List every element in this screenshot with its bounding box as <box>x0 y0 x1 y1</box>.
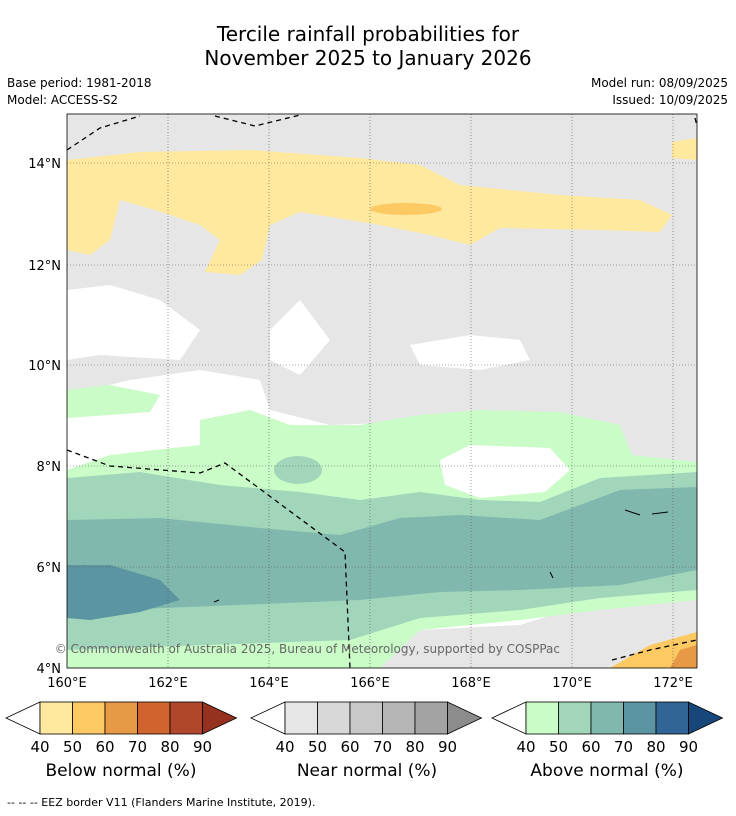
colorbar-tick-label: 50 <box>308 738 327 756</box>
base-period: Base period: 1981-2018 <box>7 76 152 90</box>
below-normal-region-se-60 <box>670 645 697 668</box>
colorbar-swatch <box>414 701 448 735</box>
colorbar-swatch <box>104 701 138 735</box>
colorbar-tick-label: 80 <box>646 738 665 756</box>
lon-label: 168°E <box>451 676 491 691</box>
lon-label: 160°E <box>47 676 87 691</box>
colorbar-tick-label: 40 <box>516 738 535 756</box>
meta-left: Base period: 1981-2018 Model: ACCESS-S2 <box>7 75 152 109</box>
colorbar-arrow-low <box>250 701 286 735</box>
below-normal-region <box>67 150 672 275</box>
colorbar-tick-label: 40 <box>30 738 49 756</box>
map-title: Tercile rainfall probabilities for Novem… <box>0 22 736 70</box>
colorbar-tick-label: 90 <box>679 738 698 756</box>
colorbar-swatch <box>39 701 73 735</box>
colorbar-swatch <box>623 701 657 735</box>
colorbar-swatch <box>284 701 318 735</box>
lat-labels: 14°N 12°N 10°N 8°N 6°N 4°N <box>28 157 61 677</box>
legend-title-below: Below normal (%) <box>45 761 197 781</box>
model-name: Model: ACCESS-S2 <box>7 93 119 107</box>
islands <box>213 509 669 603</box>
lon-label: 162°E <box>148 676 188 691</box>
lat-label: 10°N <box>28 359 61 374</box>
colorbar-tick-label: 90 <box>438 738 457 756</box>
colorbar-swatch <box>349 701 383 735</box>
colorbar-tick-label: 90 <box>193 738 212 756</box>
colorbar-tick-label: 50 <box>549 738 568 756</box>
meta-right: Model run: 08/09/2025 Issued: 10/09/2025 <box>591 75 728 109</box>
lat-label: 8°N <box>37 460 62 475</box>
colorbar-tick-label: 40 <box>275 738 294 756</box>
above-normal-40-region <box>67 385 160 418</box>
colorbar-tick-label: 80 <box>160 738 179 756</box>
colorbar-tick-label: 60 <box>581 738 600 756</box>
colorbar-tick-label: 70 <box>373 738 392 756</box>
copyright-text: © Commonwealth of Australia 2025, Bureau… <box>55 642 560 656</box>
lat-label: 6°N <box>37 561 62 576</box>
model-run: Model run: 08/09/2025 <box>590 76 728 90</box>
colorbar-swatch <box>169 701 203 735</box>
eez-border <box>66 114 698 669</box>
colorbar-swatch <box>525 701 559 735</box>
lat-label: 14°N <box>28 157 61 172</box>
colorbar-swatch <box>382 701 416 735</box>
legend-title-above: Above normal (%) <box>530 761 684 781</box>
legend-title-near: Near normal (%) <box>296 761 438 781</box>
colorbar-tick-label: 60 <box>340 738 359 756</box>
lon-label: 170°E <box>552 676 592 691</box>
footnote-eez: -- -- -- EEZ border V11 (Flanders Marine… <box>7 796 316 809</box>
lon-label: 172°E <box>653 676 693 691</box>
colorbar-swatch <box>72 701 106 735</box>
colorbar-tick-label: 50 <box>63 738 82 756</box>
colorbar-arrow-low <box>491 701 527 735</box>
colorbar-tick-label: 80 <box>405 738 424 756</box>
colorbar-swatch <box>137 701 171 735</box>
colorbar-tick-label: 60 <box>95 738 114 756</box>
lat-label: 12°N <box>28 259 61 274</box>
lon-label: 164°E <box>249 676 289 691</box>
title-line-2: November 2025 to January 2026 <box>204 46 532 70</box>
above-normal-60-region <box>67 487 697 612</box>
colorbar-swatch <box>590 701 624 735</box>
colorbar-arrow-high <box>447 701 483 735</box>
issued-date: Issued: 10/09/2025 <box>612 93 728 107</box>
below-normal-region-corner <box>672 138 697 160</box>
above-normal-70-region <box>67 565 180 620</box>
lat-label: 4°N <box>37 662 62 677</box>
white-hole <box>440 445 570 498</box>
colorbar-tick-label: 70 <box>128 738 147 756</box>
colorbar-swatch <box>655 701 689 735</box>
white-gap <box>270 300 330 375</box>
below-normal-50-patch <box>370 203 442 215</box>
colorbar-swatch <box>317 701 351 735</box>
lon-label: 166°E <box>350 676 390 691</box>
colorbar-arrow-high <box>202 701 238 735</box>
colorbar-tick-label: 70 <box>614 738 633 756</box>
white-gap <box>67 285 200 360</box>
colorbar-swatch <box>558 701 592 735</box>
colorbar-legends: 40 50 60 70 80 90 40 50 60 70 80 90 40 50 60 70 80 90 <box>5 701 724 756</box>
map-frame <box>66 113 698 669</box>
above-normal-50-patch <box>274 456 322 484</box>
title-line-1: Tercile rainfall probabilities for <box>216 22 520 46</box>
probability-map <box>67 114 697 668</box>
colorbar-arrow-high <box>688 701 724 735</box>
lon-labels: 160°E 162°E 164°E 166°E 168°E 170°E 172°… <box>47 676 693 691</box>
graticule <box>67 114 697 668</box>
white-gap <box>410 335 530 370</box>
colorbar-arrow-low <box>5 701 41 735</box>
